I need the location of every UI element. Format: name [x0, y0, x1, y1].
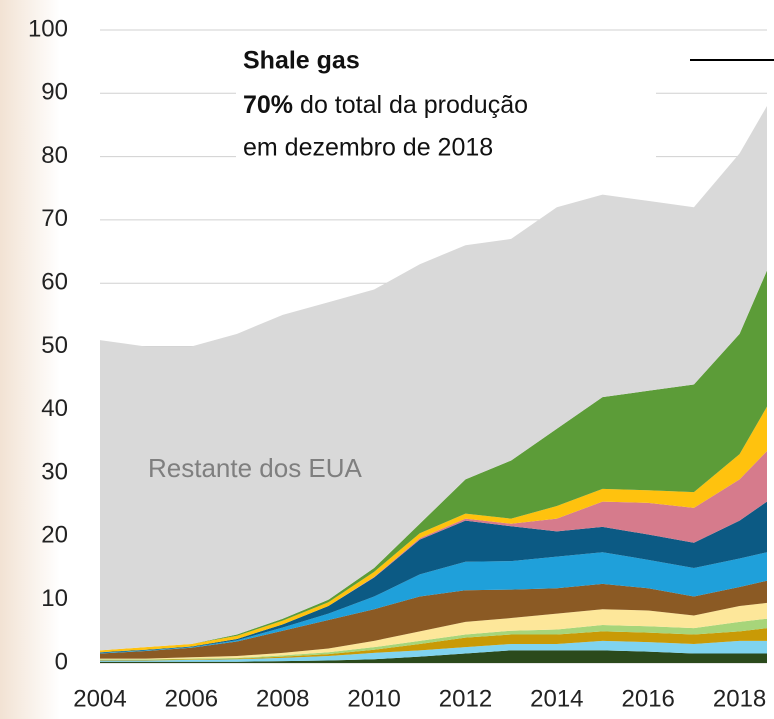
- x-tick-label: 2010: [347, 685, 400, 712]
- y-tick-label: 20: [41, 522, 68, 549]
- area: [100, 552, 767, 654]
- background-fade: [0, 0, 60, 719]
- rest-label: Restante dos EUA: [148, 453, 363, 483]
- y-tick-label: 60: [41, 269, 68, 296]
- annotation-body: do total da produção: [300, 91, 528, 119]
- y-tick-label: 40: [41, 395, 68, 422]
- area: [100, 501, 767, 653]
- area: [100, 105, 767, 651]
- y-tick-label: 90: [41, 79, 68, 106]
- y-tick-label: 50: [41, 332, 68, 359]
- x-tick-label: 2012: [439, 685, 492, 712]
- areas: [100, 105, 767, 663]
- x-tick-label: 2018: [713, 685, 766, 712]
- y-tick-label: 30: [41, 458, 68, 485]
- area: [100, 650, 767, 663]
- y-tick-label: 10: [41, 585, 68, 612]
- x-tick-label: 2006: [165, 685, 218, 712]
- y-tick-label: 0: [55, 648, 68, 675]
- labels: 0 10 20 30 40 50 60 70 80 90 100 2004 2006 2008 2010 20…: [28, 15, 766, 712]
- y-tick-label: 100: [28, 15, 68, 42]
- area: [100, 640, 767, 662]
- x-tick-label: 2004: [73, 685, 126, 712]
- y-tick-label: 80: [41, 142, 68, 169]
- annotation-box: [236, 38, 656, 176]
- area: [100, 580, 767, 659]
- x-tick-label: 2016: [622, 685, 675, 712]
- y-tick-label: 70: [41, 205, 68, 232]
- x-tick-label: 2014: [530, 685, 583, 712]
- annotation-title: Shale gas: [243, 47, 360, 75]
- area: [100, 270, 767, 651]
- area: [100, 406, 767, 653]
- area: [100, 628, 767, 661]
- annotation-line2: em dezembro de 2018: [243, 134, 493, 162]
- area: [100, 618, 767, 660]
- x-tick-label: 2008: [256, 685, 309, 712]
- annotation-text: 70% do total da produção: [243, 91, 528, 119]
- area: [100, 602, 767, 660]
- annotation-highlight: 70%: [243, 91, 293, 119]
